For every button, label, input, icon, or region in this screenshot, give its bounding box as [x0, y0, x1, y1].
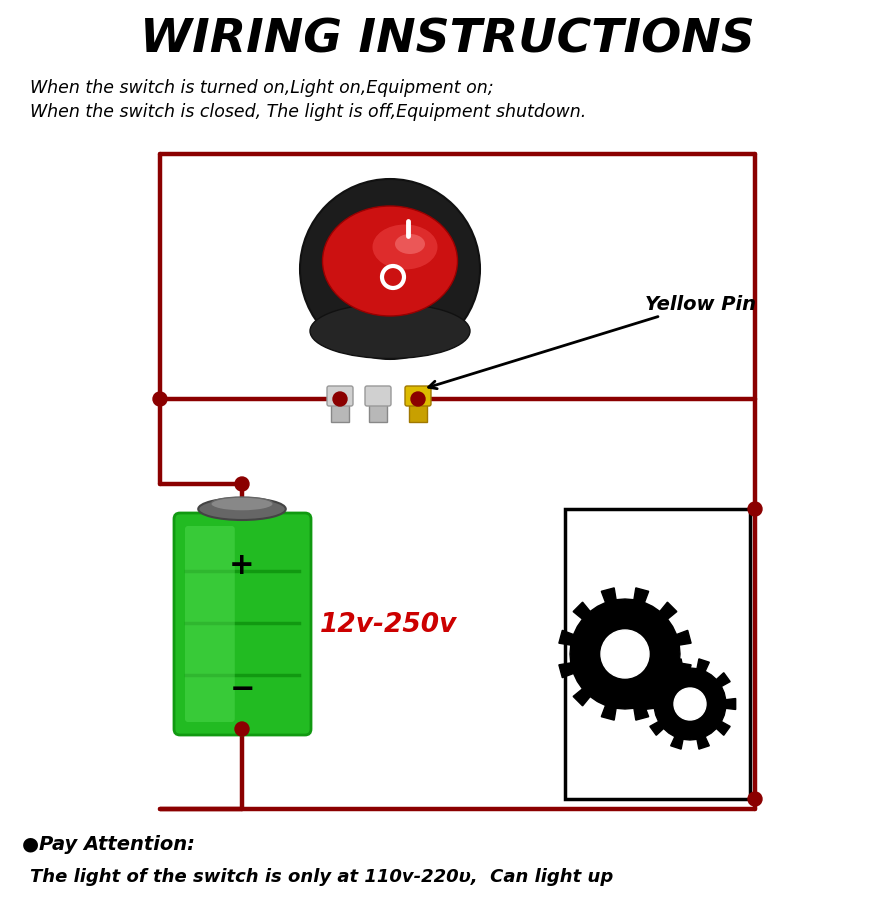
- Bar: [369, 394, 387, 423]
- Text: The light of the switch is only at 110v-220υ,  Can light up: The light of the switch is only at 110v-…: [30, 867, 613, 885]
- FancyBboxPatch shape: [405, 386, 431, 406]
- Ellipse shape: [310, 304, 470, 359]
- Ellipse shape: [323, 207, 458, 317]
- Text: +: +: [229, 550, 255, 578]
- Bar: [565, 509, 750, 799]
- Circle shape: [411, 393, 425, 406]
- Text: −: −: [229, 675, 255, 703]
- Ellipse shape: [211, 497, 274, 511]
- Polygon shape: [559, 589, 691, 721]
- Circle shape: [235, 477, 249, 491]
- Circle shape: [674, 688, 706, 721]
- Circle shape: [748, 793, 762, 806]
- Text: ●Pay Attention:: ●Pay Attention:: [22, 834, 195, 854]
- Circle shape: [300, 179, 480, 360]
- Text: When the switch is closed, The light is off,Equipment shutdown.: When the switch is closed, The light is …: [30, 103, 586, 121]
- Text: When the switch is turned on,Light on,Equipment on;: When the switch is turned on,Light on,Eq…: [30, 79, 493, 97]
- Text: WIRING INSTRUCTIONS: WIRING INSTRUCTIONS: [139, 17, 755, 63]
- Circle shape: [601, 630, 649, 679]
- Circle shape: [235, 722, 249, 736]
- Ellipse shape: [198, 498, 286, 520]
- Bar: [409, 396, 427, 423]
- Circle shape: [153, 393, 167, 406]
- Polygon shape: [645, 660, 736, 750]
- Circle shape: [748, 503, 762, 517]
- Ellipse shape: [395, 235, 425, 255]
- Circle shape: [333, 393, 347, 406]
- Text: Yellow Pin: Yellow Pin: [428, 294, 756, 389]
- Ellipse shape: [373, 225, 437, 271]
- FancyBboxPatch shape: [174, 514, 311, 735]
- FancyBboxPatch shape: [365, 386, 391, 406]
- Text: 12v-250v: 12v-250v: [320, 611, 458, 638]
- FancyBboxPatch shape: [327, 386, 353, 406]
- Bar: [331, 394, 349, 423]
- FancyBboxPatch shape: [185, 527, 235, 722]
